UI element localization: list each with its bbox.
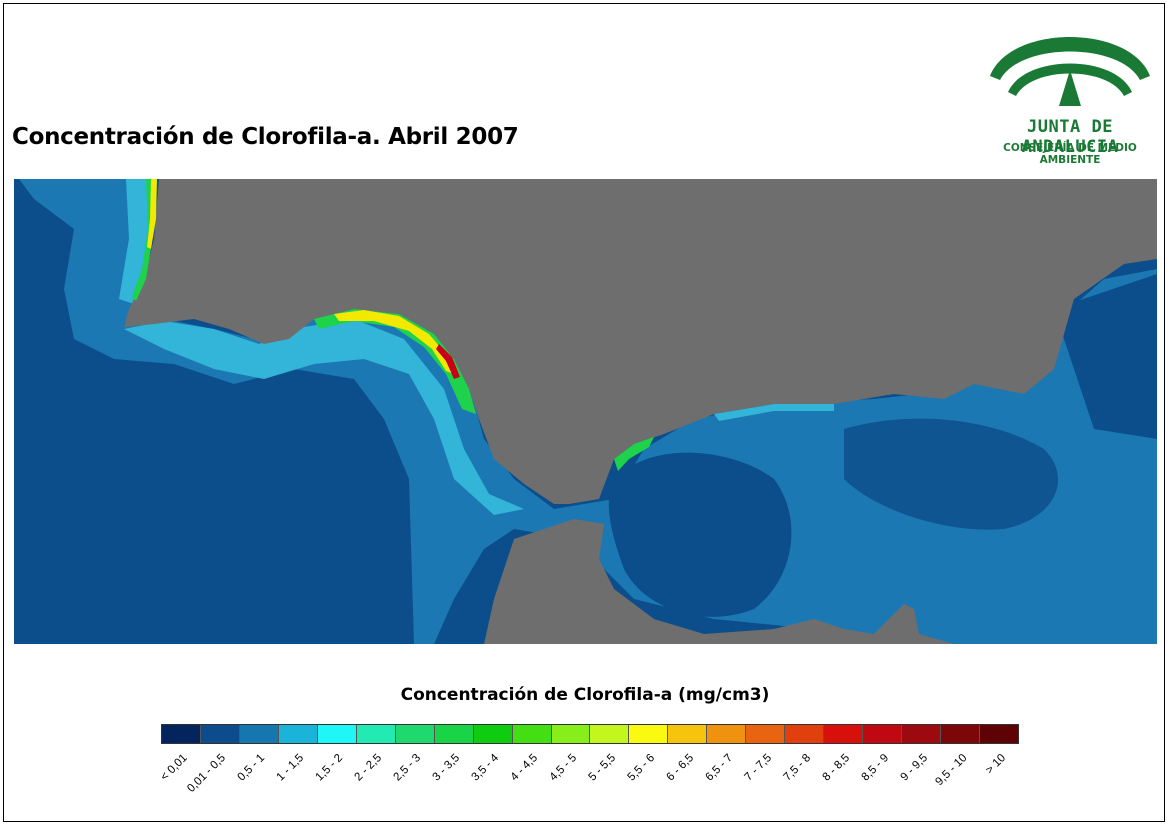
legend-label: 3 - 3,5 xyxy=(430,752,462,784)
legend-title: Concentración de Clorofila-a (mg/cm3) xyxy=(400,685,770,705)
legend-label: 4 - 4,5 xyxy=(508,752,540,784)
almeria-light-fringe xyxy=(714,404,834,421)
legend-label: 2,5 - 3 xyxy=(391,752,423,784)
legend-label: 9 - 9,5 xyxy=(898,752,930,784)
atlantic-light-strip xyxy=(124,319,524,515)
legend-label: 0,01 - 0,5 xyxy=(184,752,228,795)
legend-swatch xyxy=(434,725,474,743)
legend-label: 5,5 - 6 xyxy=(625,752,657,784)
legend-label: 1 - 1,5 xyxy=(274,752,306,784)
land-africa xyxy=(484,519,954,644)
legend-swatch xyxy=(785,725,825,743)
logo-name: JUNTA DE ANDALUCIA xyxy=(1021,117,1119,157)
coast-yellow-fringe xyxy=(334,310,454,374)
legend-label: > 10 xyxy=(983,752,1008,777)
legend-swatch xyxy=(239,725,279,743)
legend-label: 6,5 - 7 xyxy=(703,752,735,784)
legend-swatch xyxy=(629,725,669,743)
legend-swatch xyxy=(590,725,630,743)
legend-swatch xyxy=(200,725,240,743)
legend-swatch xyxy=(317,725,357,743)
legend-swatch xyxy=(941,725,981,743)
legend-swatch xyxy=(278,725,318,743)
legend-swatch xyxy=(356,725,396,743)
legend-label: 7 - 7,5 xyxy=(742,752,774,784)
legend-swatch xyxy=(980,725,1018,743)
legend-label: 0,5 - 1 xyxy=(235,752,267,784)
junta-de-andalucia-logo: JUNTA DE ANDALUCIA CONSEJERÍA DE MEDIO A… xyxy=(980,14,1160,166)
logo-emblem-icon xyxy=(990,37,1150,106)
legend-label: 8,5 - 9 xyxy=(859,752,891,784)
coast-red-fringe xyxy=(436,344,460,379)
legend-swatch xyxy=(707,725,747,743)
legend-swatch xyxy=(746,725,786,743)
legend-label: 3,5 - 4 xyxy=(469,752,501,784)
legend-swatch xyxy=(551,725,591,743)
legend-swatch xyxy=(668,725,708,743)
legend-label: 7,5 - 8 xyxy=(781,752,813,784)
legend-label: 5 - 5,5 xyxy=(586,752,618,784)
legend-label: 4,5 - 5 xyxy=(547,752,579,784)
legend-swatch xyxy=(902,725,942,743)
portugal-yellow-fringe xyxy=(147,179,157,249)
alboran-east-patch xyxy=(844,418,1059,530)
legend-label: 1,5 - 2 xyxy=(313,752,345,784)
legend-swatch xyxy=(512,725,552,743)
morocco-green-fringe xyxy=(614,437,654,471)
legend-swatch xyxy=(473,725,513,743)
page-frame xyxy=(3,3,1165,822)
legend-label: 2 - 2,5 xyxy=(352,752,384,784)
legend-swatch xyxy=(395,725,435,743)
portugal-green-fringe xyxy=(132,179,156,301)
chlorophyll-map xyxy=(14,179,1157,644)
legend-swatch xyxy=(162,725,201,743)
land-iberia xyxy=(124,179,1157,504)
legend-swatch xyxy=(863,725,903,743)
portugal-light-strip xyxy=(119,179,154,304)
legend-label: < 0,01 xyxy=(157,752,190,784)
page-title: Concentración de Clorofila-a. Abril 2007 xyxy=(12,124,519,150)
alboran-dark-patch xyxy=(608,452,792,617)
legend-label: 8 - 8,5 xyxy=(820,752,852,784)
legend-label: 9,5 - 10 xyxy=(932,752,969,789)
legend-label: 6 - 6,5 xyxy=(664,752,696,784)
legend-color-bar xyxy=(161,724,1019,744)
east-deep-patch xyxy=(1054,274,1157,439)
atlantic-coastal-band xyxy=(19,179,1157,644)
logo-subtitle: CONSEJERÍA DE MEDIO AMBIENTE xyxy=(1003,142,1137,166)
legend-swatch xyxy=(824,725,864,743)
